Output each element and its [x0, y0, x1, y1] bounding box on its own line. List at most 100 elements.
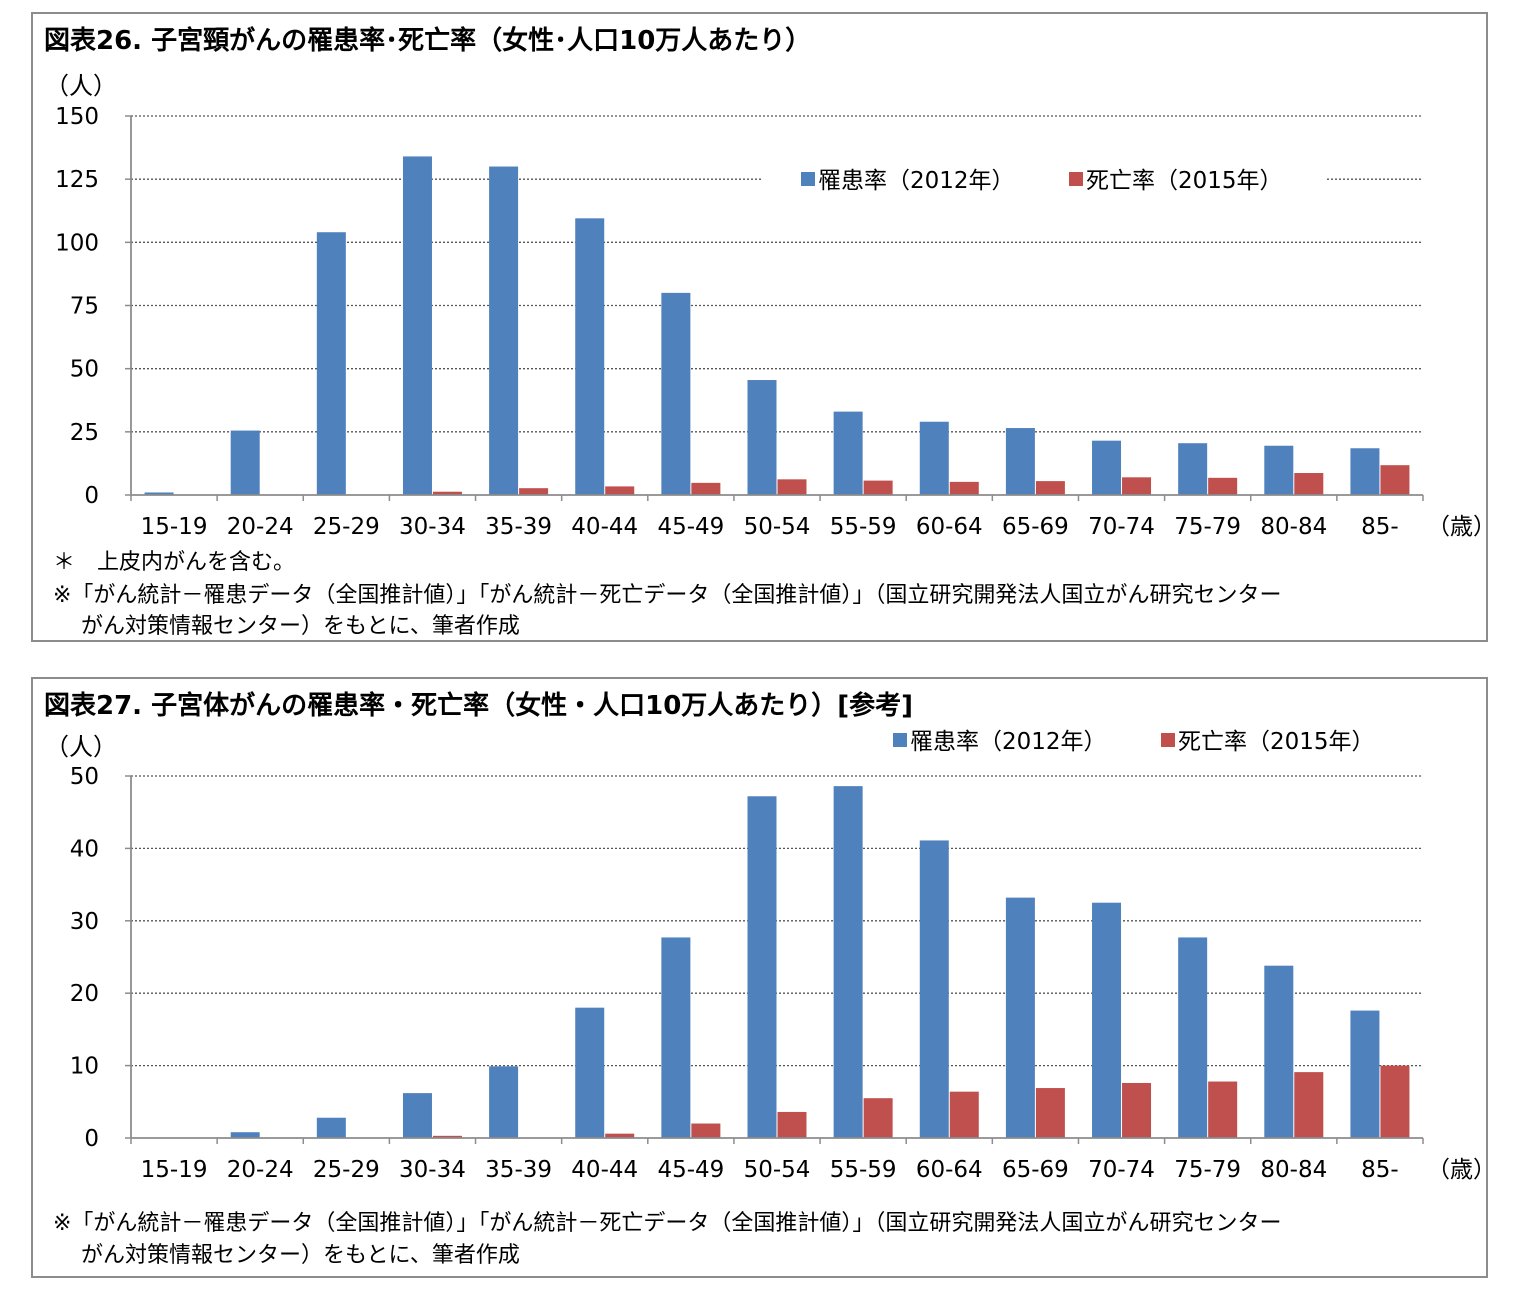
- bar-incidence: [489, 1066, 519, 1138]
- bar-mortality: [1035, 481, 1065, 495]
- bar-mortality: [519, 488, 549, 495]
- bar-incidence: [316, 232, 346, 495]
- bar-mortality: [863, 480, 893, 495]
- source-note: ※「がん統計－罹患データ（全国推計値）」「がん統計－死亡データ（全国推計値）」（…: [53, 1211, 1282, 1236]
- x-tick-label: 25-29: [313, 1157, 380, 1183]
- bar-incidence: [230, 430, 260, 495]
- legend-swatch-incidence: [801, 172, 815, 186]
- chart-title: 図表27. 子宮体がんの罹患率・死亡率（女性・人口10万人あたり）[参考]: [44, 691, 914, 721]
- chart-panel-26: 図表26. 子宮頸がんの罹患率･死亡率（女性･人口10万人あたり） （人） 0 2…: [31, 12, 1496, 642]
- y-tick-label: 75: [70, 294, 99, 320]
- x-tick-label: 30-34: [399, 514, 466, 540]
- y-tick-label: 50: [70, 357, 99, 383]
- y-tick-label: 125: [55, 167, 99, 193]
- bar-mortality: [777, 479, 807, 495]
- bar-mortality: [691, 1123, 721, 1138]
- bar-incidence: [661, 292, 691, 495]
- y-tick-label: 150: [55, 104, 99, 130]
- x-tick-label: 85-: [1361, 1157, 1399, 1183]
- x-tick-label: 20-24: [227, 1157, 294, 1183]
- bar-mortality: [432, 1135, 462, 1138]
- x-tick-label: 40-44: [571, 1157, 638, 1183]
- source-note: ※「がん統計－罹患データ（全国推計値）」「がん統計－死亡データ（全国推計値）」（…: [53, 583, 1282, 608]
- bar-mortality: [777, 1111, 807, 1138]
- y-tick-label: 10: [70, 1054, 99, 1080]
- y-tick-label: 0: [84, 483, 99, 509]
- bar-mortality: [863, 1098, 893, 1138]
- bar-mortality: [1208, 1081, 1238, 1138]
- x-tick-label: 45-49: [657, 1157, 724, 1183]
- y-tick-label: 40: [70, 836, 99, 862]
- bar-mortality: [1208, 477, 1238, 495]
- bar-mortality: [949, 481, 979, 495]
- bar-incidence: [747, 796, 777, 1138]
- bar-mortality: [1035, 1088, 1065, 1138]
- y-unit-label: （人）: [45, 72, 117, 100]
- bar-incidence: [1005, 428, 1035, 495]
- x-tick-label: 85-: [1361, 514, 1399, 540]
- legend-label-mortality: 死亡率（2015年）: [1178, 729, 1375, 755]
- bar-incidence: [402, 1093, 432, 1138]
- x-unit-label: （歳）: [1427, 514, 1496, 540]
- y-tick-label: 25: [70, 420, 99, 446]
- bar-incidence: [1350, 1010, 1380, 1138]
- y-tick-label: 100: [55, 230, 99, 256]
- x-tick-label: 70-74: [1088, 514, 1155, 540]
- x-tick-label: 40-44: [571, 514, 638, 540]
- source-note-cont: がん対策情報センター）をもとに、筆者作成: [81, 1243, 520, 1268]
- x-tick-label: 60-64: [916, 1157, 983, 1183]
- bar-incidence: [1178, 937, 1208, 1138]
- legend-label-mortality: 死亡率（2015年）: [1086, 168, 1283, 194]
- x-tick-label: 15-19: [141, 514, 208, 540]
- legend-label-incidence: 罹患率（2012年）: [910, 729, 1107, 755]
- bar-chart-26: 0 25 50 75 100 125 150 15-19 20-24 25-29 30-34 35-3…: [55, 104, 1496, 540]
- bar-incidence: [316, 1117, 346, 1138]
- x-tick-label: 60-64: [916, 514, 983, 540]
- x-tick-label: 65-69: [1002, 514, 1069, 540]
- bar-incidence: [919, 840, 949, 1138]
- x-tick-label: 55-59: [830, 1157, 897, 1183]
- legend-swatch-mortality: [1069, 172, 1083, 186]
- x-tick-label: 20-24: [227, 514, 294, 540]
- x-tick-label: 75-79: [1174, 514, 1241, 540]
- bar-mortality: [949, 1091, 979, 1138]
- bar-incidence: [489, 166, 519, 496]
- bar-incidence: [1005, 897, 1035, 1138]
- x-tick-label: 15-19: [141, 1157, 208, 1183]
- bar-incidence: [661, 937, 691, 1138]
- x-tick-label: 50-54: [744, 1157, 811, 1183]
- bar-mortality: [1294, 473, 1324, 495]
- bar-incidence: [402, 156, 432, 495]
- bar-incidence: [144, 492, 174, 495]
- y-tick-label: 20: [70, 981, 99, 1007]
- bar-incidence: [1092, 902, 1122, 1138]
- legend-label-incidence: 罹患率（2012年）: [818, 168, 1015, 194]
- bar-incidence: [747, 380, 777, 495]
- x-tick-label: 50-54: [744, 514, 811, 540]
- chart-panel-27: 図表27. 子宮体がんの罹患率・死亡率（女性・人口10万人あたり）[参考] （人…: [31, 677, 1496, 1278]
- bar-incidence: [230, 1132, 260, 1138]
- bar-mortality: [605, 486, 635, 495]
- x-tick-label: 55-59: [830, 514, 897, 540]
- x-tick-label: 35-39: [485, 514, 552, 540]
- bar-incidence: [1350, 448, 1380, 495]
- bar-mortality: [1294, 1072, 1324, 1138]
- bar-incidence: [1264, 965, 1294, 1138]
- x-tick-label: 65-69: [1002, 1157, 1069, 1183]
- x-tick-label: 35-39: [485, 1157, 552, 1183]
- bar-mortality: [1122, 477, 1152, 495]
- x-tick-label: 25-29: [313, 514, 380, 540]
- y-tick-label: 50: [70, 764, 99, 790]
- x-tick-label: 45-49: [657, 514, 724, 540]
- x-tick-label: 30-34: [399, 1157, 466, 1183]
- bar-chart-27: 0 10 20 30 40 50 15-19 20-24 25-29 30-34 35-39 40-4…: [70, 729, 1496, 1183]
- x-tick-label: 80-84: [1260, 1157, 1327, 1183]
- bar-mortality: [605, 1133, 635, 1138]
- bar-incidence: [1092, 440, 1122, 495]
- bar-incidence: [833, 786, 863, 1138]
- y-unit-label: （人）: [45, 733, 117, 761]
- footnote: ＊ 上皮内がんを含む。: [53, 550, 296, 575]
- bar-incidence: [1178, 443, 1208, 495]
- y-tick-label: 0: [84, 1126, 99, 1152]
- bar-mortality: [432, 491, 462, 495]
